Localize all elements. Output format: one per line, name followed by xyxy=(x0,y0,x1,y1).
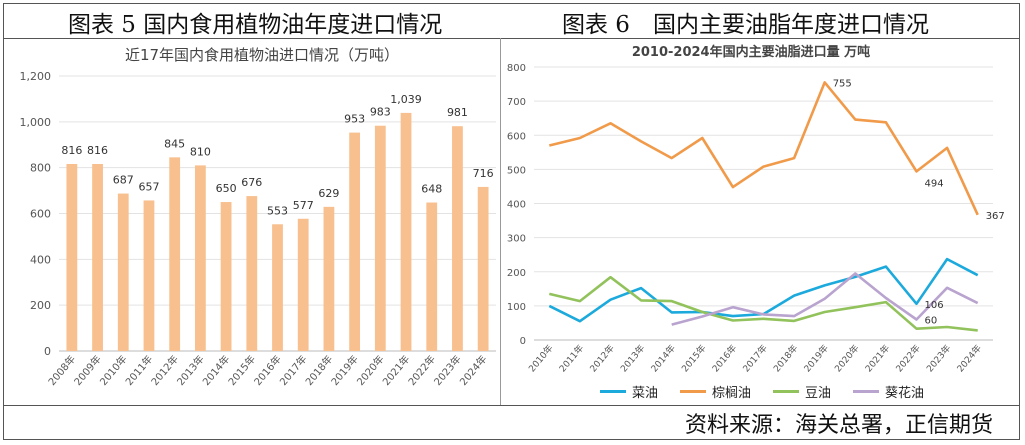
legend-label: 葵花油 xyxy=(885,386,925,401)
line-data-label: 60 xyxy=(925,316,938,327)
line-x-tick-label: 2021年 xyxy=(862,342,892,374)
bar-value-label: 657 xyxy=(138,180,159,193)
line-data-label: 494 xyxy=(925,178,944,189)
bar-value-label: 650 xyxy=(216,182,237,195)
bar-2020年 xyxy=(374,125,386,352)
series-line-菜油 xyxy=(548,257,979,323)
line-data-label: 367 xyxy=(986,211,1005,222)
legend-item: 葵花油 xyxy=(853,382,924,401)
major-oils-import-line-chart: 2010-2024年国内主要油脂进口量 万吨 0 100 200 300 400 500 6… xyxy=(507,44,1005,374)
bar-y-tick-label: 600 xyxy=(30,208,51,221)
legend-swatch xyxy=(680,390,707,393)
edible-oil-import-bar-chart: 近17年国内食用植物油进口情况（万吨） 0 200 400 600 800 1,000 1,… xyxy=(20,46,496,389)
data-source: 资料来源：海关总署，正信期货 xyxy=(684,413,993,438)
legend-label: 棕榈油 xyxy=(712,386,752,401)
bar-2018年 xyxy=(323,206,335,351)
line-x-tick-label: 2015年 xyxy=(679,342,709,374)
legend-swatch xyxy=(853,390,880,393)
line-data-label: 106 xyxy=(925,300,944,311)
figure-frame xyxy=(3,3,1020,440)
bar-value-label: 648 xyxy=(421,183,442,196)
bar-y-tick-label: 200 xyxy=(30,299,51,312)
line-x-tick-label: 2013年 xyxy=(618,342,648,374)
line-y-tick-label: 100 xyxy=(507,302,526,313)
series-line-豆油 xyxy=(549,275,978,332)
line-y-tick-label: 300 xyxy=(507,234,526,245)
panel-divider xyxy=(500,38,501,405)
bar-value-label: 983 xyxy=(370,106,391,119)
legend-item: 菜油 xyxy=(600,382,658,401)
line-y-tick-label: 500 xyxy=(507,165,526,176)
legend-swatch xyxy=(773,390,800,393)
line-x-tick-label: 2024年 xyxy=(954,342,984,374)
line-x-tick-label: 2017年 xyxy=(740,342,770,374)
bar-value-label: 676 xyxy=(241,176,262,189)
legend-label: 菜油 xyxy=(632,386,659,401)
line-data-label: 755 xyxy=(833,78,852,89)
bar-2019年 xyxy=(349,132,361,351)
bar-value-label: 716 xyxy=(473,167,494,180)
line-x-tick-label: 2014年 xyxy=(648,342,678,374)
bar-y-tick-label: 400 xyxy=(30,253,51,266)
bar-2008年 xyxy=(66,164,78,351)
bar-2022年 xyxy=(426,202,438,351)
bar-2010年 xyxy=(117,193,129,351)
bar-y-tick-label: 1,200 xyxy=(20,70,52,83)
bar-y-tick-label: 1,000 xyxy=(20,116,52,129)
line-x-tick-label: 2020年 xyxy=(832,342,862,374)
line-x-tick-label: 2010年 xyxy=(526,342,556,374)
bar-value-label: 1,039 xyxy=(390,93,422,106)
bar-2023年 xyxy=(452,126,463,351)
line-y-tick-label: 0 xyxy=(520,336,526,347)
bar-2021年 xyxy=(400,112,412,351)
bar-value-label: 953 xyxy=(344,113,365,126)
line-x-tick-label: 2012年 xyxy=(587,342,617,374)
source-divider xyxy=(3,405,1020,406)
line-y-tick-label: 400 xyxy=(507,200,526,211)
figure-6-title: 图表 6 国内主要油脂年度进口情况 xyxy=(562,12,929,38)
bar-value-label: 577 xyxy=(293,199,314,212)
title-divider xyxy=(3,38,1020,39)
bar-value-label: 553 xyxy=(267,204,288,217)
line-chart-title: 2010-2024年国内主要油脂进口量 万吨 xyxy=(632,44,870,60)
series-line-葵花油 xyxy=(671,272,979,326)
bar-y-tick-label: 800 xyxy=(30,162,51,175)
line-x-tick-label: 2023年 xyxy=(924,342,954,374)
bar-value-label: 816 xyxy=(61,144,82,157)
bar-2013年 xyxy=(194,165,206,351)
line-x-tick-label: 2016年 xyxy=(709,342,739,374)
line-y-tick-label: 700 xyxy=(507,97,526,108)
legend-label: 豆油 xyxy=(805,386,832,401)
bar-2009年 xyxy=(92,164,103,351)
line-chart-legend: 菜油 棕榈油 豆油 葵花油 xyxy=(600,382,924,401)
bar-2016年 xyxy=(272,224,283,351)
bar-2017年 xyxy=(297,218,309,351)
line-y-tick-label: 600 xyxy=(507,131,526,142)
bar-chart-title: 近17年国内食用植物油进口情况（万吨） xyxy=(125,46,399,64)
legend-item: 棕榈油 xyxy=(680,382,751,401)
bar-value-label: 845 xyxy=(164,137,185,150)
series-line-棕榈油 xyxy=(548,81,979,216)
legend-item: 豆油 xyxy=(773,382,831,401)
bar-y-tick-label: 0 xyxy=(44,345,51,358)
bar-value-label: 629 xyxy=(318,187,339,200)
bar-2014年 xyxy=(220,202,232,351)
legend-swatch xyxy=(600,390,626,393)
bar-2011年 xyxy=(143,200,155,351)
bar-value-label: 981 xyxy=(447,106,468,119)
bar-value-label: 810 xyxy=(190,145,211,158)
line-x-tick-label: 2018年 xyxy=(771,342,801,374)
line-x-tick-label: 2019年 xyxy=(801,342,831,374)
line-x-tick-label: 2011年 xyxy=(556,342,586,374)
bar-2012年 xyxy=(169,157,181,351)
bar-2024年 xyxy=(477,186,489,351)
bar-x-tick-label: 2024年 xyxy=(457,353,490,389)
figure-5-title: 图表 5 国内食用植物油年度进口情况 xyxy=(68,12,443,38)
line-x-tick-label: 2022年 xyxy=(893,342,923,374)
bar-value-label: 816 xyxy=(87,144,108,157)
bar-value-label: 687 xyxy=(113,174,134,187)
line-y-tick-label: 200 xyxy=(507,268,526,279)
bar-2015年 xyxy=(246,196,258,351)
line-y-tick-label: 800 xyxy=(507,63,526,74)
